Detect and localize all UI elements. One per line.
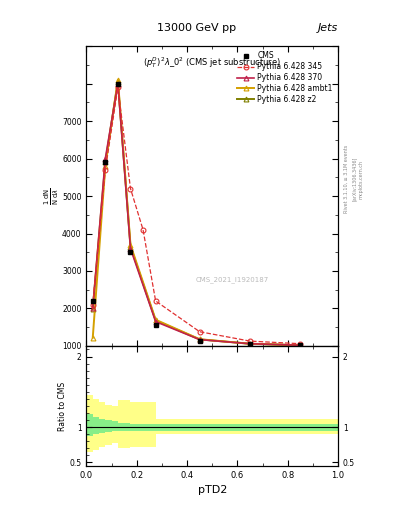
Pythia 6.428 345 — [153, 298, 158, 304]
Pythia 6.428 345 — [90, 302, 95, 308]
Pythia 6.428 345 — [116, 84, 120, 91]
Pythia 6.428 z2 — [197, 336, 202, 343]
CMS — [116, 80, 120, 87]
Text: Rivet 3.1.10, ≥ 3.1M events: Rivet 3.1.10, ≥ 3.1M events — [344, 145, 349, 214]
Pythia 6.428 345 — [128, 185, 133, 191]
Pythia 6.428 370 — [248, 340, 252, 347]
CMS — [90, 298, 95, 304]
Text: CMS_2021_I1920187: CMS_2021_I1920187 — [196, 276, 269, 283]
Pythia 6.428 z2 — [153, 317, 158, 324]
X-axis label: pTD2: pTD2 — [198, 485, 227, 495]
CMS — [103, 159, 108, 165]
Pythia 6.428 370 — [90, 305, 95, 311]
Pythia 6.428 ambt1 — [90, 335, 95, 341]
CMS — [128, 249, 133, 255]
Pythia 6.428 345 — [141, 227, 145, 233]
Pythia 6.428 ambt1 — [153, 316, 158, 323]
Line: Pythia 6.428 345: Pythia 6.428 345 — [90, 85, 303, 346]
Pythia 6.428 370 — [197, 336, 202, 343]
Text: Jets: Jets — [318, 23, 338, 33]
Pythia 6.428 345 — [298, 340, 303, 347]
Pythia 6.428 370 — [116, 80, 120, 87]
Pythia 6.428 z2 — [90, 306, 95, 312]
Pythia 6.428 ambt1 — [248, 340, 252, 347]
CMS — [153, 322, 158, 328]
Y-axis label: Ratio to CMS: Ratio to CMS — [58, 381, 67, 431]
Pythia 6.428 ambt1 — [298, 342, 303, 348]
Text: 13000 GeV pp: 13000 GeV pp — [157, 23, 236, 33]
Pythia 6.428 370 — [128, 245, 133, 251]
Pythia 6.428 z2 — [128, 244, 133, 250]
Pythia 6.428 z2 — [116, 79, 120, 85]
Legend: CMS, Pythia 6.428 345, Pythia 6.428 370, Pythia 6.428 ambt1, Pythia 6.428 z2: CMS, Pythia 6.428 345, Pythia 6.428 370,… — [236, 50, 334, 105]
Pythia 6.428 ambt1 — [103, 163, 108, 169]
Pythia 6.428 z2 — [103, 159, 108, 165]
Pythia 6.428 z2 — [248, 340, 252, 347]
Text: mcplots.cern.ch: mcplots.cern.ch — [358, 160, 364, 199]
Pythia 6.428 ambt1 — [116, 77, 120, 83]
Pythia 6.428 ambt1 — [197, 336, 202, 343]
Y-axis label: $\frac{1}{\mathrm{N}}\frac{\mathrm{dN}}{\mathrm{d}\lambda}$: $\frac{1}{\mathrm{N}}\frac{\mathrm{dN}}{… — [42, 187, 61, 205]
Pythia 6.428 345 — [103, 167, 108, 173]
Text: [arXiv:1306.3436]: [arXiv:1306.3436] — [352, 157, 357, 201]
Pythia 6.428 370 — [103, 156, 108, 162]
CMS — [298, 343, 303, 349]
Pythia 6.428 ambt1 — [128, 242, 133, 248]
Pythia 6.428 345 — [197, 329, 202, 335]
Text: $(p_T^D)^2\lambda\_0^2$ (CMS jet substructure): $(p_T^D)^2\lambda\_0^2$ (CMS jet substru… — [143, 55, 281, 70]
CMS — [197, 338, 202, 345]
Pythia 6.428 345 — [248, 338, 252, 344]
Line: Pythia 6.428 ambt1: Pythia 6.428 ambt1 — [90, 77, 303, 348]
Pythia 6.428 z2 — [298, 342, 303, 348]
CMS — [248, 341, 252, 347]
Pythia 6.428 370 — [153, 318, 158, 325]
Line: Pythia 6.428 370: Pythia 6.428 370 — [90, 81, 303, 348]
Line: CMS: CMS — [91, 81, 302, 348]
Pythia 6.428 370 — [298, 342, 303, 348]
Line: Pythia 6.428 z2: Pythia 6.428 z2 — [90, 79, 303, 348]
